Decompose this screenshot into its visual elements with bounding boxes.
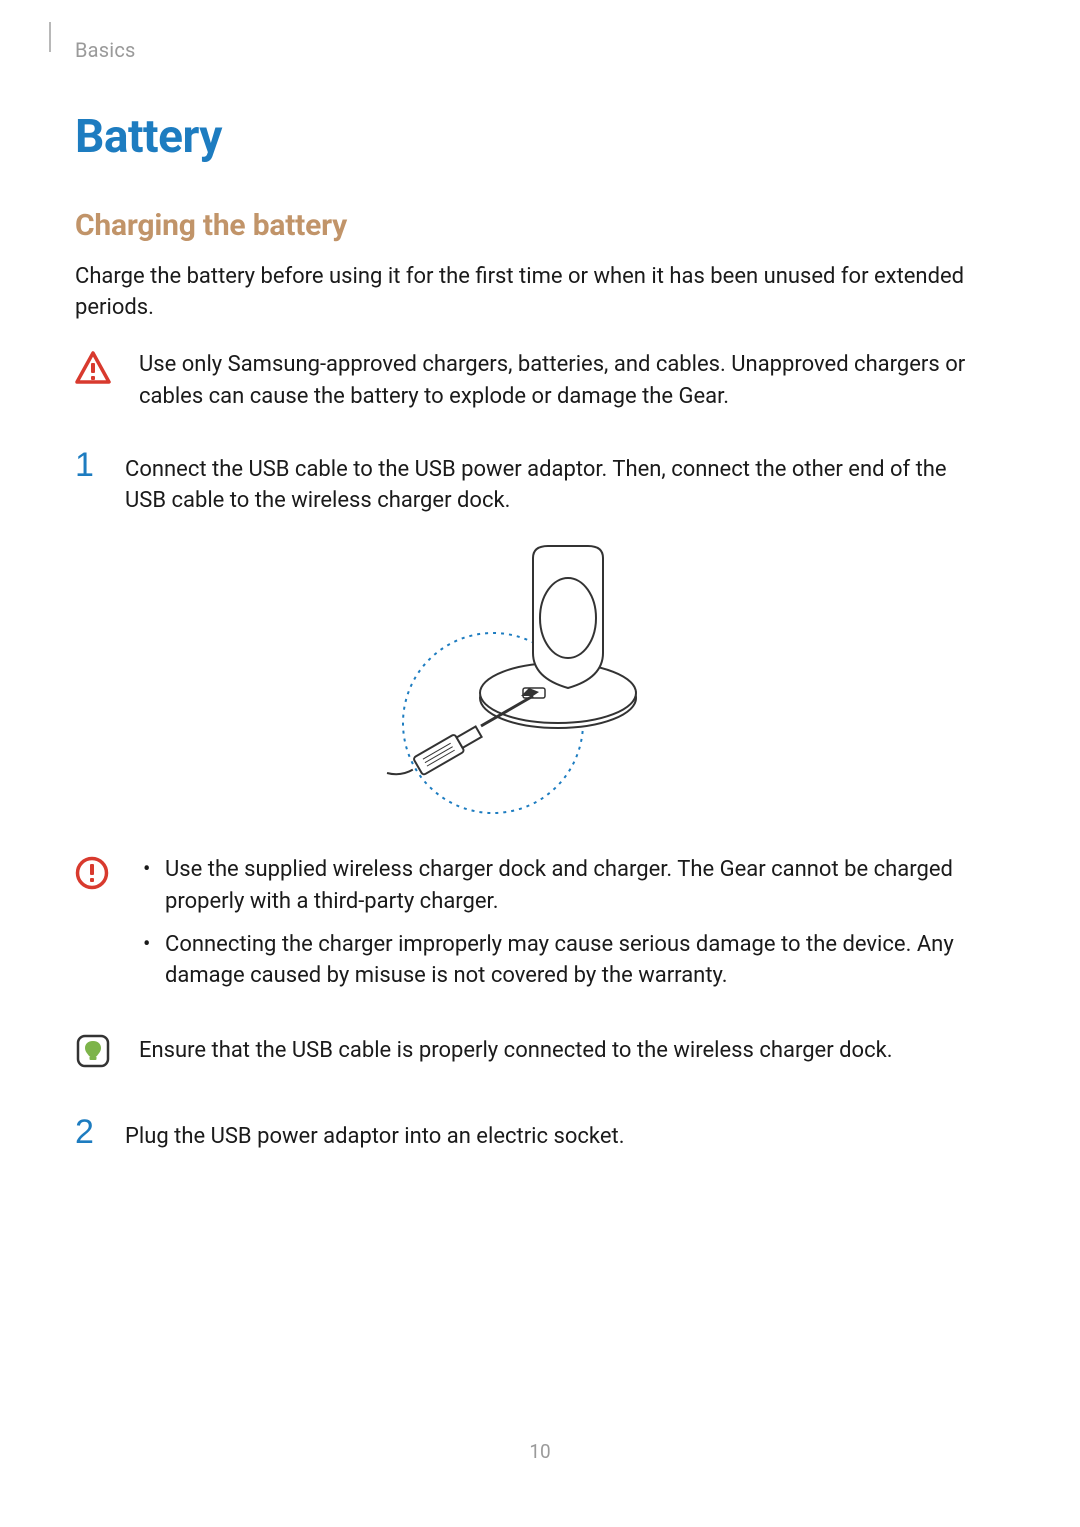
note-text: Ensure that the USB cable is properly co… xyxy=(139,1031,893,1073)
step-text: Plug the USB power adaptor into an elect… xyxy=(125,1115,625,1152)
warning-callout: Use only Samsung-approved chargers, batt… xyxy=(75,349,970,411)
intro-paragraph: Charge the battery before using it for t… xyxy=(75,261,970,323)
section-subtitle: Charging the battery xyxy=(75,208,970,243)
caution-bullet: Connecting the charger improperly may ca… xyxy=(139,929,970,991)
step-text: Connect the USB cable to the USB power a… xyxy=(125,448,970,516)
page-content: Basics Battery Charging the battery Char… xyxy=(0,0,1080,1153)
caution-callout: Use the supplied wireless charger dock a… xyxy=(75,854,970,1003)
breadcrumb: Basics xyxy=(75,38,970,62)
step-1: 1 Connect the USB cable to the USB power… xyxy=(75,448,970,516)
caution-text: Use the supplied wireless charger dock a… xyxy=(139,854,970,1003)
note-callout: Ensure that the USB cable is properly co… xyxy=(75,1031,970,1073)
step-number: 2 xyxy=(75,1115,103,1152)
caution-bullet: Use the supplied wireless charger dock a… xyxy=(139,854,970,916)
caution-icon xyxy=(75,854,111,1003)
warning-icon xyxy=(75,349,111,411)
note-icon xyxy=(75,1031,111,1073)
step-2: 2 Plug the USB power adaptor into an ele… xyxy=(75,1115,970,1152)
page-number: 10 xyxy=(0,1440,1080,1463)
header-rule xyxy=(49,22,51,52)
page-title: Battery xyxy=(75,110,970,164)
step-number: 1 xyxy=(75,448,103,516)
charger-dock-figure xyxy=(75,538,970,822)
warning-text: Use only Samsung-approved chargers, batt… xyxy=(139,349,970,411)
